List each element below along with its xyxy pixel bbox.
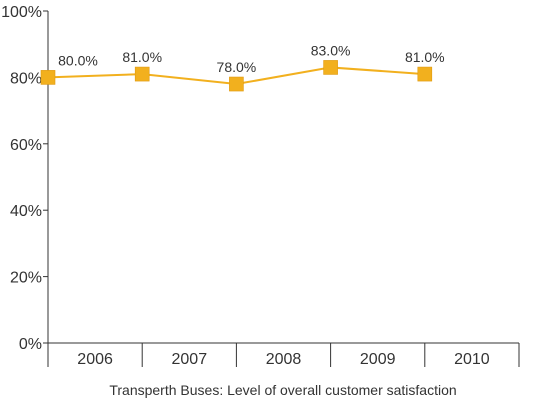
x-axis-ticks: 2006 2007 2008 2009 2010 [47, 343, 520, 368]
data-point-marker [40, 70, 56, 85]
y-axis-ticks: 0% 20% 40% 60% 80% 100% [1, 4, 48, 353]
x-tick-label: 2007 [172, 351, 208, 368]
series-satisfaction: 80.0% 81.0% 78.0% 83.0% 81.0% [40, 42, 445, 92]
data-point-marker [229, 76, 244, 92]
chart-caption: Transperth Buses: Level of overall custo… [109, 382, 456, 398]
data-point-marker [323, 60, 338, 75]
data-point-marker [417, 66, 433, 82]
data-point-marker [134, 66, 150, 82]
axes [47, 11, 519, 344]
data-label: 81.0% [405, 49, 445, 65]
y-tick-label: 60% [10, 137, 42, 154]
data-label: 80.0% [58, 52, 98, 68]
x-tick-label: 2006 [77, 351, 113, 368]
y-tick-label: 0% [19, 336, 42, 353]
data-label: 81.0% [122, 49, 162, 65]
data-label: 78.0% [217, 59, 257, 75]
x-tick-label: 2010 [454, 351, 490, 368]
y-tick-label: 80% [10, 70, 42, 87]
y-tick-label: 100% [1, 4, 42, 21]
y-tick-label: 40% [10, 203, 42, 220]
x-tick-label: 2008 [266, 351, 302, 368]
y-tick-label: 20% [10, 270, 42, 287]
x-tick-label: 2009 [360, 351, 396, 368]
data-label: 83.0% [311, 42, 351, 58]
